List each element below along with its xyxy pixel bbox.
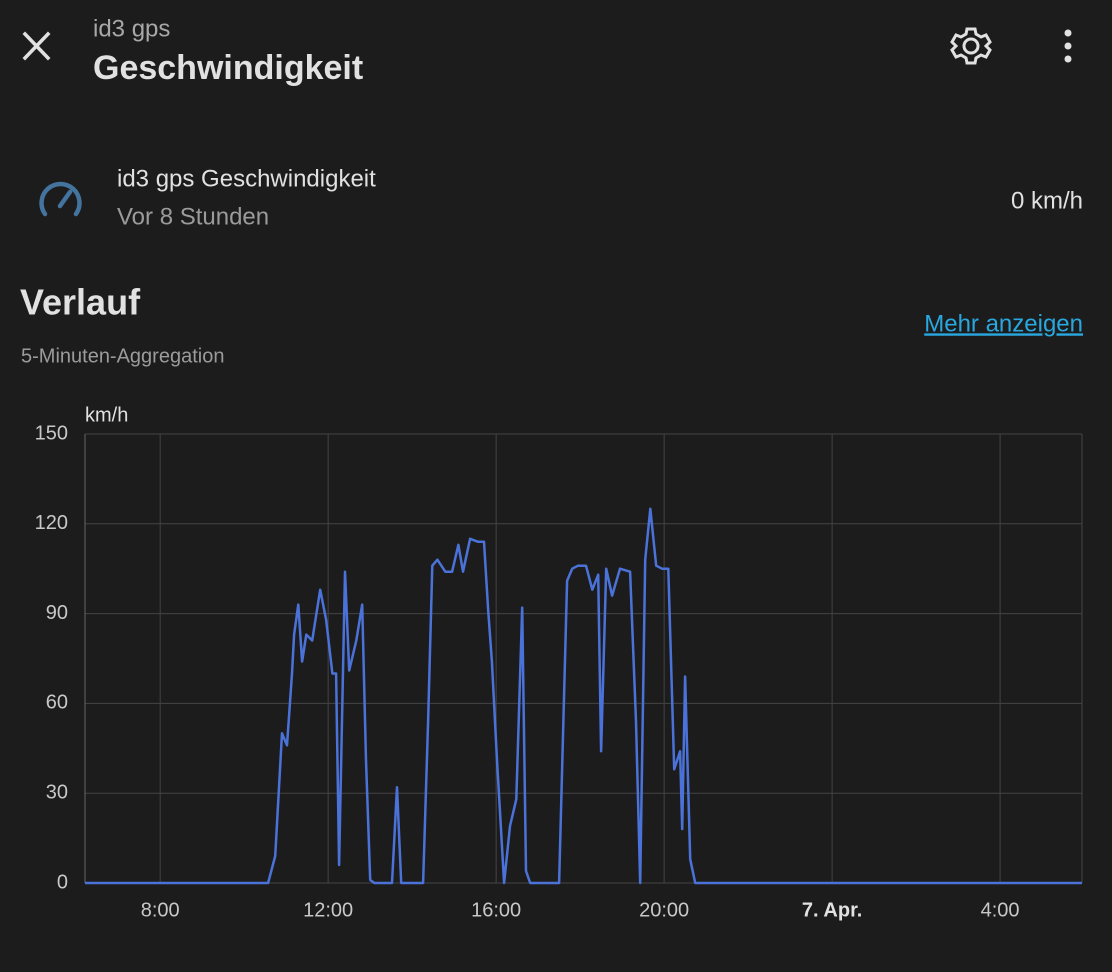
aggregation-label: 5-Minuten-Aggregation	[21, 345, 224, 367]
speed-line	[85, 507, 1082, 885]
more-link[interactable]: Mehr anzeigen	[924, 310, 1083, 337]
x-tick-label: 12:00	[303, 899, 353, 921]
dialog-subtitle: id3 gps	[93, 15, 170, 42]
x-tick-label: 4:00	[981, 899, 1020, 921]
entity-state: 0 km/h	[1011, 187, 1083, 214]
y-tick-label: 30	[46, 781, 68, 803]
x-tick-label: 7. Apr.	[802, 899, 862, 921]
entity-name: id3 gps Geschwindigkeit	[117, 165, 376, 192]
y-tick-label: 150	[35, 422, 68, 444]
dialog-title: Geschwindigkeit	[93, 49, 363, 87]
y-tick-label: 60	[46, 692, 68, 714]
menu-button[interactable]	[1064, 29, 1072, 63]
x-tick-label: 8:00	[141, 899, 180, 921]
y-tick-label: 0	[57, 871, 68, 893]
close-button[interactable]	[22, 31, 51, 61]
settings-button[interactable]	[950, 27, 992, 65]
section-title: Verlauf	[20, 282, 141, 323]
entity-time: Vor 8 Stunden	[117, 203, 269, 230]
y-tick-label: 90	[46, 602, 68, 624]
speedometer-icon	[39, 181, 82, 217]
y-tick-label: 120	[35, 512, 68, 534]
x-tick-label: 16:00	[471, 899, 521, 921]
y-axis-label: km/h	[85, 404, 128, 426]
x-tick-label: 20:00	[639, 899, 689, 921]
